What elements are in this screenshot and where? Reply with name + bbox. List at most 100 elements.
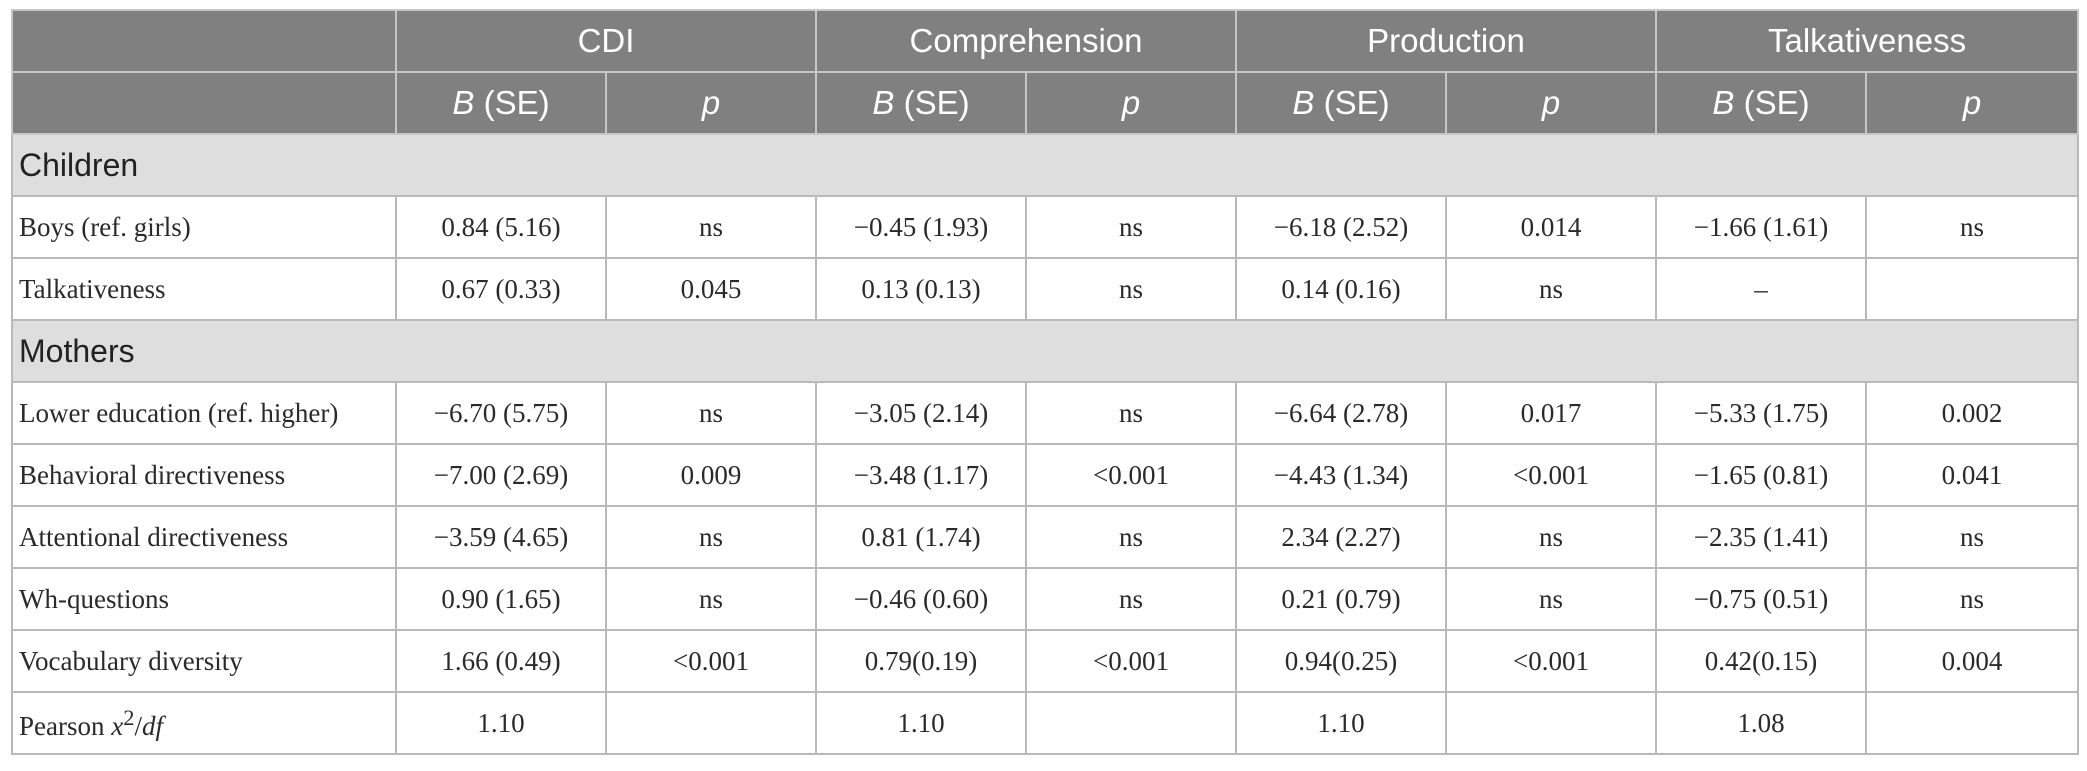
table-cell: −3.05 (2.14) — [815, 381, 1027, 445]
subheader-p: p — [1025, 71, 1237, 135]
se-text: (SE) — [1734, 84, 1810, 121]
row-label: Boys (ref. girls) — [11, 195, 397, 259]
table-cell: ns — [1025, 567, 1237, 631]
subheader-b-se: B (SE) — [1655, 71, 1868, 135]
table-row: Lower education (ref. higher) −6.70 (5.7… — [11, 381, 2080, 445]
table-cell: ns — [1025, 195, 1237, 259]
header-comprehension: Comprehension — [815, 9, 1237, 73]
table-cell: ns — [1865, 567, 2080, 631]
table-cell: 1.10 — [395, 691, 607, 755]
regression-table: CDI Comprehension Production Talkativene… — [10, 9, 2080, 755]
table-cell: 0.004 — [1865, 629, 2080, 693]
section-title: Children — [10, 133, 2080, 197]
table-cell: ns — [605, 381, 817, 445]
table-cell: −5.33 (1.75) — [1655, 381, 1868, 445]
table-cell: −4.43 (1.34) — [1235, 443, 1447, 507]
table-cell: −3.48 (1.17) — [815, 443, 1027, 507]
table-cell: 1.10 — [815, 691, 1027, 755]
se-text: (SE) — [1314, 84, 1390, 121]
table-cell: 0.045 — [605, 257, 817, 321]
table-cell: <0.001 — [1025, 443, 1237, 507]
table-cell: ns — [1444, 505, 1658, 569]
table-cell: ns — [1025, 257, 1237, 321]
table-cell: −6.18 (2.52) — [1235, 195, 1447, 259]
subheader-p: p — [605, 71, 817, 135]
chi-superscript: 2 — [123, 704, 135, 730]
row-label: Attentional directiveness — [11, 505, 397, 569]
table-row: Behavioral directiveness −7.00 (2.69) 0.… — [11, 443, 2080, 507]
section-row-children: Children — [10, 133, 2080, 197]
subheader-p: p — [1865, 71, 2080, 135]
b-symbol: B — [872, 84, 895, 121]
table-cell — [1444, 691, 1658, 755]
table-cell: 1.66 (0.49) — [395, 629, 607, 693]
table-cell: 1.08 — [1655, 691, 1868, 755]
table-cell: 2.34 (2.27) — [1235, 505, 1447, 569]
table-cell: 0.21 (0.79) — [1235, 567, 1447, 631]
row-label: Vocabulary diversity — [11, 629, 397, 693]
table-cell: 0.002 — [1865, 381, 2080, 445]
table-cell: ns — [1444, 567, 1658, 631]
df-text: df — [141, 710, 163, 741]
row-label: Wh-questions — [11, 567, 397, 631]
header-row-groups: CDI Comprehension Production Talkativene… — [11, 9, 2080, 73]
table-cell: 0.42(0.15) — [1655, 629, 1868, 693]
table-cell: 0.79(0.19) — [815, 629, 1027, 693]
table-cell: −6.70 (5.75) — [395, 381, 607, 445]
table-cell — [1025, 691, 1237, 755]
header-row-subcolumns: B (SE) p B (SE) p B (SE) p B (SE) p — [11, 71, 2080, 135]
footer-row-pearson: Pearson x2/df 1.10 1.10 1.10 1.08 — [11, 691, 2080, 755]
b-symbol: B — [452, 84, 475, 121]
subheader-corner-cell — [11, 71, 397, 135]
table-cell — [1865, 691, 2080, 755]
table-cell: ns — [1444, 257, 1658, 321]
header-cdi: CDI — [395, 9, 817, 73]
table-cell: 0.90 (1.65) — [395, 567, 607, 631]
subheader-b-se: B (SE) — [1235, 71, 1447, 135]
row-label: Talkativeness — [11, 257, 397, 321]
table-row: Wh-questions 0.90 (1.65) ns −0.46 (0.60)… — [11, 567, 2080, 631]
se-text: (SE) — [474, 84, 550, 121]
table-row: Boys (ref. girls) 0.84 (5.16) ns −0.45 (… — [11, 195, 2080, 259]
chi-x: x — [111, 710, 124, 741]
b-symbol: B — [1292, 84, 1315, 121]
row-label: Lower education (ref. higher) — [11, 381, 397, 445]
table-cell: 0.14 (0.16) — [1235, 257, 1447, 321]
table-cell: 0.94(0.25) — [1235, 629, 1447, 693]
table-cell: ns — [1025, 505, 1237, 569]
table-cell: −0.46 (0.60) — [815, 567, 1027, 631]
table-cell: ns — [605, 195, 817, 259]
table-cell: 1.10 — [1235, 691, 1447, 755]
row-label: Behavioral directiveness — [11, 443, 397, 507]
table-cell: 0.81 (1.74) — [815, 505, 1027, 569]
table-cell: 0.041 — [1865, 443, 2080, 507]
table-cell — [1865, 257, 2080, 321]
table-cell: −1.65 (0.81) — [1655, 443, 1868, 507]
b-symbol: B — [1712, 84, 1735, 121]
subheader-b-se: B (SE) — [815, 71, 1027, 135]
header-production: Production — [1234, 9, 1658, 73]
row-label-pearson: Pearson x2/df — [11, 691, 397, 755]
slash-text: / — [134, 710, 142, 741]
table-cell: −3.59 (4.65) — [395, 505, 607, 569]
table-cell: 0.67 (0.33) — [395, 257, 607, 321]
table-cell: −1.66 (1.61) — [1655, 195, 1868, 259]
table-cell: −0.75 (0.51) — [1655, 567, 1868, 631]
header-corner-cell — [11, 9, 397, 73]
table-cell: 0.84 (5.16) — [395, 195, 607, 259]
table-cell: ns — [1865, 195, 2080, 259]
subheader-b-se: B (SE) — [395, 71, 607, 135]
table-cell: ns — [605, 567, 817, 631]
table-cell: 0.014 — [1444, 195, 1658, 259]
table-row: Talkativeness 0.67 (0.33) 0.045 0.13 (0.… — [11, 257, 2080, 321]
se-text: (SE) — [894, 84, 970, 121]
table-cell: – — [1655, 257, 1868, 321]
table-cell: <0.001 — [1025, 629, 1237, 693]
table-cell: −7.00 (2.69) — [395, 443, 607, 507]
table-cell: <0.001 — [1444, 443, 1658, 507]
pearson-text: Pearson — [19, 710, 112, 741]
table-cell: ns — [1865, 505, 2080, 569]
table-cell: ns — [605, 505, 817, 569]
table-row: Vocabulary diversity 1.66 (0.49) <0.001 … — [11, 629, 2080, 693]
table-cell — [605, 691, 817, 755]
